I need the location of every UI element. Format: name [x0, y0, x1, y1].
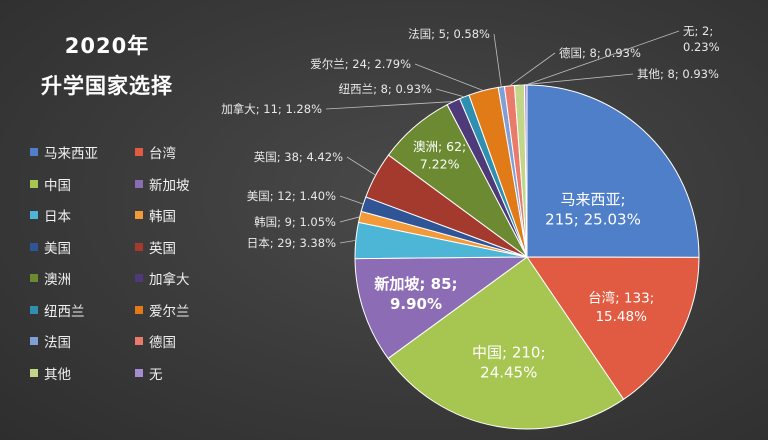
legend-swatch: [30, 337, 38, 345]
legend-label: 马来西亚: [44, 146, 98, 162]
legend-swatch: [30, 179, 38, 188]
slice-data-label: 台湾; 133;: [588, 289, 654, 306]
legend-item: 无: [135, 363, 230, 383]
label-leader-line: [493, 33, 502, 87]
legend-label: 英国: [149, 240, 176, 257]
label-leader-line: [509, 52, 556, 87]
slice-data-label: 0.23%: [683, 40, 720, 54]
slice-data-label: 日本; 29; 3.38%: [247, 236, 336, 250]
legend-swatch: [30, 148, 38, 156]
pie-slice: [526, 256, 700, 401]
legend-label: 爱尔兰: [149, 303, 190, 320]
chart-title-line2: 升学国家选择: [41, 74, 173, 98]
legend-label: 新加坡: [149, 177, 190, 194]
legend-swatch: [135, 274, 143, 282]
legend-swatch: [30, 368, 38, 377]
label-leader-line: [339, 239, 356, 244]
label-leader-line: [325, 101, 454, 110]
label-leader-line: [525, 30, 680, 86]
slice-data-label: 215; 25.03%: [545, 210, 641, 228]
legend-item: 日本: [30, 205, 135, 225]
slice-data-label: 马来西亚;: [560, 190, 625, 208]
legend-item: 台湾: [135, 142, 230, 162]
legend-swatch: [30, 305, 38, 314]
slice-data-label: 7.22%: [420, 156, 460, 171]
legend-item: 德国: [135, 331, 230, 351]
legend-label: 韩国: [149, 209, 176, 225]
legend-label: 纽西兰: [44, 303, 85, 320]
slice-data-label: 9.90%: [390, 295, 442, 313]
slice-data-label: 韩国; 9; 1.05%: [254, 215, 336, 229]
pie-slice: [354, 256, 529, 360]
legend-item: 纽西兰: [30, 300, 135, 320]
legend-label: 美国: [44, 240, 71, 257]
legend-swatch: [135, 148, 143, 156]
slice-data-label: 美国; 12; 1.40%: [247, 189, 336, 203]
legend-label: 法国: [44, 335, 71, 351]
legend-label: 日本: [44, 209, 71, 225]
legend-item: 加拿大: [135, 268, 230, 288]
slice-data-label: 澳洲; 62;: [413, 139, 466, 154]
slice-data-label: 英国; 38; 4.42%: [254, 150, 343, 164]
slice-data-label: 德国; 8; 0.93%: [559, 46, 641, 60]
slice-data-label: 15.48%: [595, 309, 647, 325]
legend-label: 台湾: [149, 146, 176, 162]
legend-item: 马来西亚: [30, 142, 135, 162]
legend-label: 无: [149, 366, 163, 383]
legend-swatch: [30, 211, 38, 219]
legend-label: 其他: [44, 366, 71, 383]
legend-item: 韩国: [135, 205, 230, 225]
legend-label: 加拿大: [149, 272, 190, 288]
label-leader-line: [414, 63, 484, 91]
legend-swatch: [135, 305, 143, 314]
legend-item: 其他: [30, 363, 135, 383]
legend-item: 法国: [30, 331, 135, 351]
label-leader-line: [339, 195, 364, 205]
legend-item: 爱尔兰: [135, 300, 230, 320]
legend-item: 澳洲: [30, 268, 135, 288]
slice-data-label: 新加坡; 85;: [374, 275, 457, 293]
legend-label: 中国: [44, 177, 71, 194]
slice-data-label: 爱尔兰; 24; 2.79%: [310, 57, 411, 71]
slice-data-label: 中国; 210;: [472, 343, 546, 361]
slice-data-label: 法国; 5; 0.58%: [408, 27, 490, 41]
slice-data-label: 其他; 8; 0.93%: [637, 67, 719, 81]
legend-label: 澳洲: [44, 272, 71, 288]
legend-swatch: [135, 179, 143, 188]
chart-legend: 马来西亚 台湾中国 新加坡日本 韩国美国 英国澳洲 加拿大纽西兰 爱尔兰法国 德国其他 无: [30, 142, 230, 383]
label-leader-line: [339, 216, 360, 223]
slice-data-label: 24.45%: [480, 363, 537, 381]
legend-swatch: [30, 274, 38, 282]
legend-label: 德国: [149, 335, 176, 351]
legend-item: 中国: [30, 174, 135, 194]
slice-data-label: 纽西兰; 8; 0.93%: [339, 82, 432, 96]
legend-swatch: [135, 337, 143, 345]
pie-slice: [387, 256, 625, 430]
legend-swatch: [135, 211, 143, 219]
legend-item: 新加坡: [135, 174, 230, 194]
legend-swatch: [135, 242, 143, 251]
pie-slice: [526, 84, 700, 258]
slice-data-label: 无; 2;: [683, 24, 713, 38]
slice-data-label: 加拿大; 11; 1.28%: [221, 102, 322, 116]
legend-swatch: [30, 242, 38, 251]
label-leader-line: [519, 73, 634, 86]
chart-title-line1: 2020年: [64, 34, 150, 58]
legend-item: 美国: [30, 237, 135, 257]
legend-swatch: [135, 368, 143, 377]
label-leader-line: [346, 156, 376, 176]
legend-item: 英国: [135, 237, 230, 257]
label-leader-line: [435, 88, 465, 98]
